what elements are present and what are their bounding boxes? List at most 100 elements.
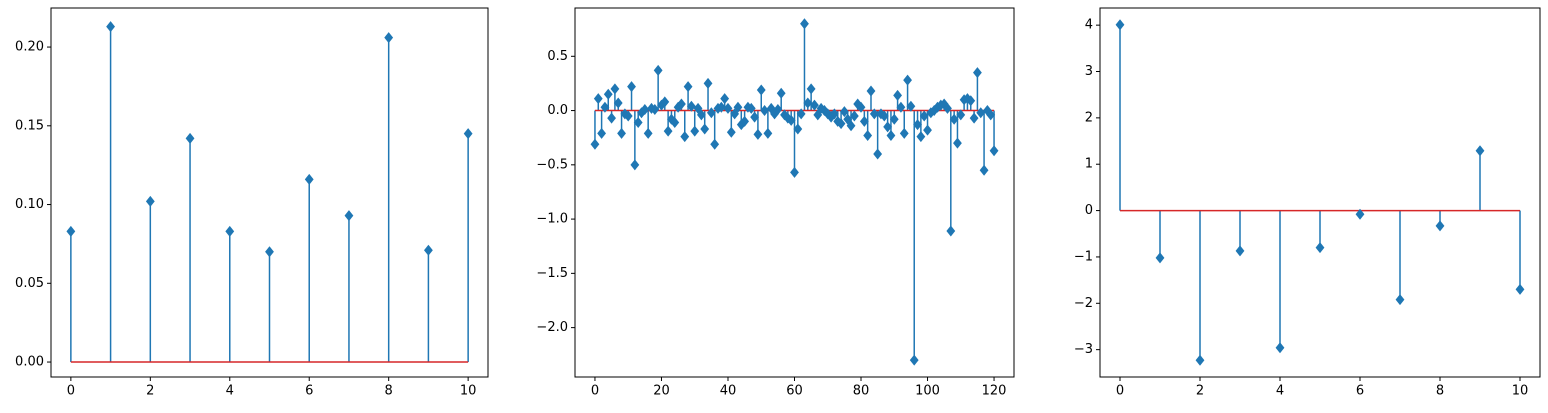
- marker: [776, 87, 786, 99]
- marker: [913, 119, 922, 131]
- x-tick-label: 0: [591, 384, 599, 399]
- marker: [66, 225, 76, 237]
- x-tick-label: 8: [1436, 384, 1444, 399]
- x-tick-label: 4: [1276, 384, 1284, 399]
- marker: [733, 101, 743, 113]
- axes-frame: [574, 7, 1015, 378]
- x-tick-label: 6: [1356, 384, 1364, 399]
- marker: [1515, 283, 1525, 295]
- marker: [896, 101, 906, 113]
- marker: [969, 112, 979, 124]
- marker: [185, 132, 195, 144]
- marker: [836, 118, 846, 130]
- marker: [830, 108, 839, 120]
- marker: [903, 74, 912, 86]
- marker: [916, 131, 926, 143]
- marker: [750, 111, 759, 123]
- marker: [650, 103, 660, 115]
- y-tick-label: 0.5: [547, 49, 568, 64]
- marker: [687, 100, 696, 112]
- marker: [640, 103, 650, 115]
- marker: [949, 113, 959, 125]
- x-tick-label: 2: [1196, 384, 1204, 399]
- marker: [384, 32, 394, 44]
- axes-frame: [50, 7, 489, 378]
- marker: [859, 115, 869, 127]
- marker: [793, 123, 803, 135]
- marker: [906, 100, 916, 112]
- marker: [800, 18, 809, 30]
- marker: [670, 116, 680, 128]
- marker: [943, 102, 952, 114]
- marker: [703, 77, 713, 89]
- marker: [424, 244, 433, 256]
- marker: [856, 101, 866, 113]
- marker: [773, 103, 783, 115]
- y-tick-label: −2: [1074, 296, 1093, 311]
- marker: [849, 110, 859, 122]
- x-tick-label: 10: [460, 384, 477, 399]
- y-tick-label: 3: [1085, 64, 1093, 79]
- marker: [1395, 294, 1405, 306]
- marker: [617, 127, 626, 139]
- marker: [597, 127, 607, 139]
- marker: [883, 121, 893, 133]
- marker: [660, 96, 670, 108]
- marker: [879, 110, 889, 122]
- marker: [627, 81, 636, 93]
- marker: [763, 127, 773, 139]
- marker: [720, 93, 730, 105]
- marker: [600, 101, 610, 113]
- marker: [846, 120, 856, 132]
- marker: [603, 88, 613, 100]
- marker: [265, 246, 274, 258]
- marker: [607, 112, 616, 124]
- x-tick-label: 0: [1116, 384, 1124, 399]
- y-tick-label: 0.10: [15, 197, 44, 212]
- marker: [1275, 342, 1285, 354]
- x-tick-label: 8: [385, 384, 393, 399]
- y-tick-label: −1: [1074, 249, 1093, 264]
- y-tick-label: −0.5: [536, 157, 568, 172]
- marker: [756, 84, 766, 96]
- marker: [810, 99, 819, 111]
- marker: [726, 126, 736, 138]
- marker: [973, 67, 982, 79]
- marker: [873, 148, 883, 160]
- marker: [1155, 252, 1165, 264]
- x-tick-label: 10: [1512, 384, 1529, 399]
- y-tick-label: 0.20: [15, 40, 44, 55]
- y-tick-label: −1.0: [536, 212, 568, 227]
- x-tick-label: 60: [786, 384, 803, 399]
- y-tick-label: 0.15: [15, 118, 44, 133]
- marker: [740, 115, 750, 127]
- y-tick-label: −2.0: [536, 320, 568, 335]
- marker: [1315, 242, 1325, 254]
- marker: [643, 127, 653, 139]
- marker: [683, 81, 693, 93]
- marker: [803, 97, 813, 109]
- x-tick-label: 4: [226, 384, 234, 399]
- marker: [956, 109, 966, 121]
- x-tick-label: 40: [720, 384, 737, 399]
- marker: [1355, 208, 1365, 220]
- marker: [909, 354, 919, 366]
- marker: [1475, 145, 1485, 157]
- marker: [893, 89, 902, 101]
- marker: [590, 138, 600, 150]
- marker: [663, 125, 673, 137]
- marker: [976, 107, 986, 119]
- marker: [889, 113, 899, 125]
- marker: [839, 106, 849, 118]
- marker: [623, 110, 633, 122]
- marker: [796, 108, 806, 120]
- marker: [633, 116, 643, 128]
- marker: [630, 159, 640, 171]
- marker: [653, 64, 663, 76]
- panel: 0 20 40 60 80 100 120 −2.0 −1.5 −1.0 −0.5 0.0 0.5: [536, 7, 1015, 399]
- y-tick-label: 0.0: [547, 103, 568, 118]
- marker: [696, 109, 706, 121]
- marker: [869, 108, 879, 120]
- y-tick-label: 1: [1085, 157, 1093, 172]
